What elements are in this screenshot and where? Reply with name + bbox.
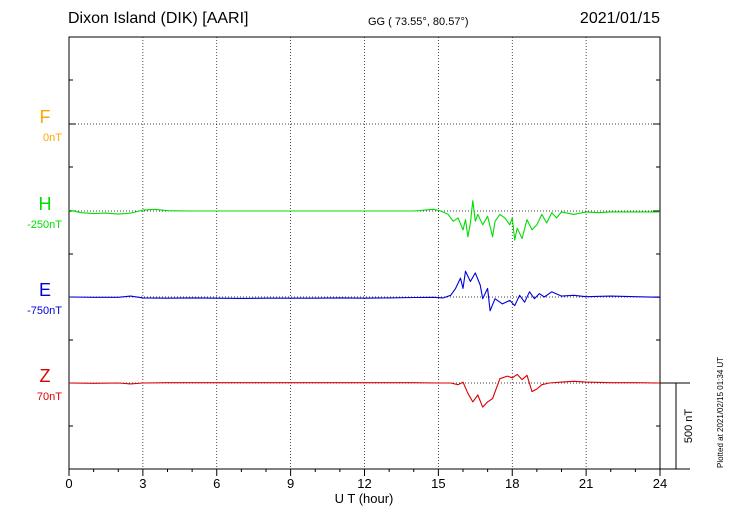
x-tick-label: 0 — [65, 476, 72, 491]
geographic-coordinates: GG ( 73.55°, 80.57°) — [368, 16, 469, 28]
channel-h-baseline: -250nT — [27, 219, 62, 231]
channel-f-baseline: 0nT — [43, 132, 62, 144]
x-tick-label: 9 — [287, 476, 294, 491]
data-traces — [68, 200, 661, 408]
grid-lines — [69, 37, 660, 469]
x-tick-label: 12 — [357, 476, 371, 491]
plotted-timestamp: Plotted at 2021/02/15 01:34 UT — [716, 356, 725, 468]
x-tick-label: 21 — [579, 476, 593, 491]
scale-bar: 500 nT — [660, 382, 695, 470]
axis-ticks: 0 3 6 9 12 15 18 21 24 — [65, 36, 667, 491]
trace-z — [68, 373, 661, 408]
channel-e-name: E — [39, 280, 51, 300]
channel-f-name: F — [40, 107, 51, 127]
x-axis-label: U T (hour) — [335, 491, 394, 506]
channel-z-baseline: 70nT — [37, 391, 62, 403]
date-label: 2021/01/15 — [579, 10, 660, 27]
channel-z-name: Z — [40, 366, 51, 386]
trace-h — [68, 200, 660, 241]
channel-e-baseline: -750nT — [27, 305, 62, 317]
station-title: Dixon Island (DIK) [AARI] — [68, 10, 249, 27]
x-tick-label: 24 — [653, 476, 667, 491]
trace-e — [68, 270, 661, 312]
x-tick-label: 18 — [505, 476, 519, 491]
x-tick-label: 15 — [431, 476, 445, 491]
x-tick-label: 6 — [213, 476, 220, 491]
channel-labels: F 0nT H -250nT E -750nT Z 70nT — [27, 107, 62, 403]
scale-bar-label: 500 nT — [683, 409, 695, 444]
x-tick-label: 3 — [139, 476, 146, 491]
channel-h-name: H — [39, 194, 52, 214]
